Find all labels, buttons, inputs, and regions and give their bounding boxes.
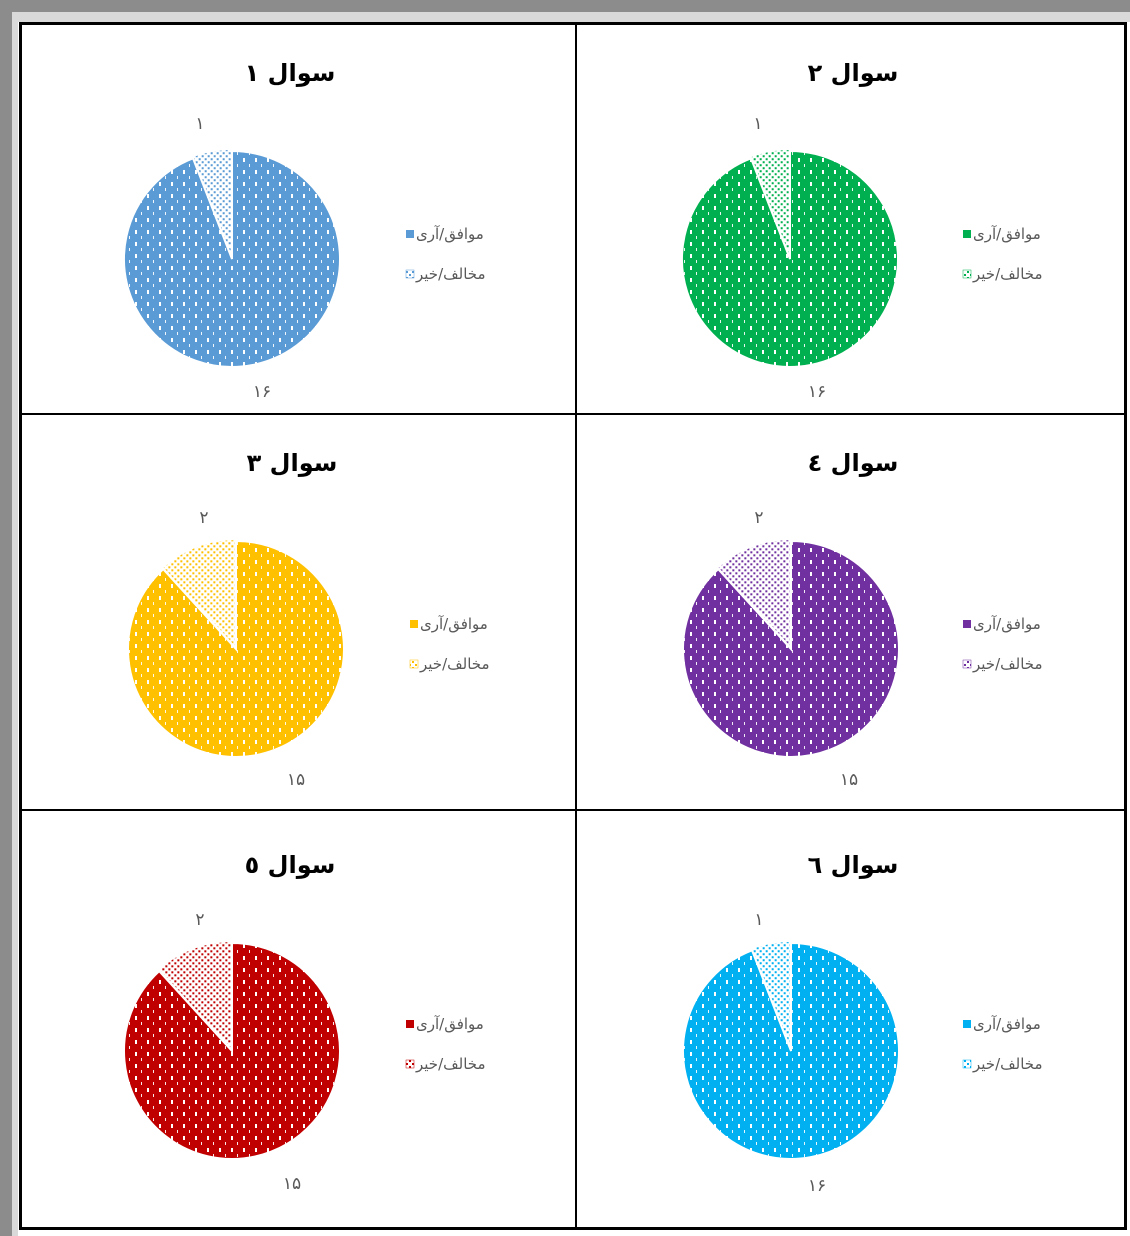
legend-swatch-agree <box>406 1020 414 1028</box>
data-label-agree: ۱۵ <box>283 1174 301 1194</box>
legend-swatch-disagree <box>409 659 419 669</box>
legend-label-agree: موافق/آری <box>973 615 1041 633</box>
table-divider-horizontal-2 <box>22 809 1124 811</box>
data-label-agree: ۱۶ <box>808 382 826 402</box>
data-label-disagree: ۱ <box>195 114 204 134</box>
pie-slice-agree <box>682 941 900 1160</box>
chart-cell-q5: سوال ٥ ۲ ۱۵ موافق/آری مخالف/خیر <box>22 811 575 1227</box>
window-frame-left-inner <box>12 12 18 1236</box>
pie-slice-disagree <box>749 148 791 258</box>
legend-swatch-disagree <box>962 269 972 279</box>
data-label-disagree: ۱ <box>754 910 763 930</box>
data-label-agree: ۱۶ <box>253 382 271 402</box>
pie-chart-4: سوال ٤ ۲ ۱۵ موافق/آری مخالف/خیر <box>682 449 1043 790</box>
legend-label-disagree: مخالف/خیر <box>972 265 1043 283</box>
pie-chart-5: سوال ٥ ۲ ۱۵ موافق/آری مخالف/خیر <box>123 851 486 1194</box>
window-frame-top-inner <box>12 12 1130 22</box>
charts-table: سوال ۱ ۱ ۱۶ موافق/آری مخالف/خیر سوال ۲ ۱ ۱۶ موا… <box>19 22 1127 1230</box>
data-label-disagree: ۲ <box>195 910 204 930</box>
chart-cell-q4-right: سوال ٤ ۲ ۱۵ موافق/آری مخالف/خیر <box>577 415 1124 809</box>
chart-title: سوال ٤ <box>808 449 899 477</box>
chart-title: سوال ٥ <box>245 851 336 879</box>
legend-swatch-disagree <box>405 269 415 279</box>
chart-cell-q2-right: سوال ۲ ۱ ۱۶ موافق/آری مخالف/خیر <box>577 25 1124 413</box>
legend-swatch-agree <box>963 620 971 628</box>
legend-label-agree: موافق/آری <box>416 225 484 243</box>
legend-label-disagree: مخالف/خیر <box>972 655 1043 673</box>
legend-label-disagree: مخالف/خیر <box>972 1055 1043 1073</box>
chart-title: سوال ۳ <box>247 449 338 477</box>
legend-label-agree: موافق/آری <box>973 225 1041 243</box>
legend-swatch-disagree <box>405 1059 415 1069</box>
legend-label-disagree: مخالف/خیر <box>415 265 486 283</box>
legend-swatch-agree <box>410 620 418 628</box>
pie-slice-disagree <box>750 940 792 1050</box>
data-label-disagree: ۲ <box>754 508 763 528</box>
legend-swatch-agree <box>963 1020 971 1028</box>
data-label-agree: ۱۵ <box>840 770 858 790</box>
pie-slice-agree <box>681 149 899 368</box>
data-label-agree: ۱۶ <box>808 1176 826 1196</box>
legend-swatch-disagree <box>962 659 972 669</box>
pie-slice-disagree <box>157 940 233 1052</box>
pie-chart-2: سوال ۲ ۱ ۱۶ موافق/آری مخالف/خیر <box>681 59 1043 402</box>
legend-swatch-disagree <box>962 1059 972 1069</box>
chart-cell-q3: سوال ۳ ۲ ۱۵ موافق/آری مخالف/خیر <box>22 415 575 809</box>
data-label-agree: ۱۵ <box>287 770 305 790</box>
pie-chart-6: سوال ٦ ۱ ۱۶ موافق/آری مخالف/خیر <box>682 851 1043 1196</box>
table-divider-vertical <box>575 25 577 1227</box>
chart-title: سوال ٦ <box>808 851 899 879</box>
legend-swatch-agree <box>406 230 414 238</box>
legend-label-disagree: مخالف/خیر <box>415 1055 486 1073</box>
data-label-disagree: ۲ <box>199 508 208 528</box>
pie-chart-3: سوال ۳ ۲ ۱۵ موافق/آری مخالف/خیر <box>127 449 490 790</box>
chart-cell-q1: سوال ۱ ۱ ۱۶ موافق/آری مخالف/خیر <box>22 25 575 413</box>
chart-title: سوال ۲ <box>808 59 899 87</box>
pie-chart-1: سوال ۱ ۱ ۱۶ موافق/آری مخالف/خیر <box>123 59 486 402</box>
legend-label-disagree: مخالف/خیر <box>419 655 490 673</box>
legend-label-agree: موافق/آری <box>416 1015 484 1033</box>
pie-slice-disagree <box>191 148 233 258</box>
data-label-disagree: ۱ <box>753 114 762 134</box>
pie-slice-agree <box>123 149 341 368</box>
chart-cell-q6-right: سوال ٦ ۱ ۱۶ موافق/آری مخالف/خیر <box>577 811 1124 1227</box>
legend-label-agree: موافق/آری <box>973 1015 1041 1033</box>
window-frame-left <box>0 0 12 1236</box>
legend-label-agree: موافق/آری <box>420 615 488 633</box>
pie-slice-disagree <box>161 538 237 650</box>
chart-title: سوال ۱ <box>245 59 336 87</box>
legend-swatch-agree <box>963 230 971 238</box>
window-frame-top <box>0 0 1130 12</box>
table-divider-horizontal-1 <box>22 413 1124 415</box>
pie-slice-disagree <box>716 538 792 650</box>
